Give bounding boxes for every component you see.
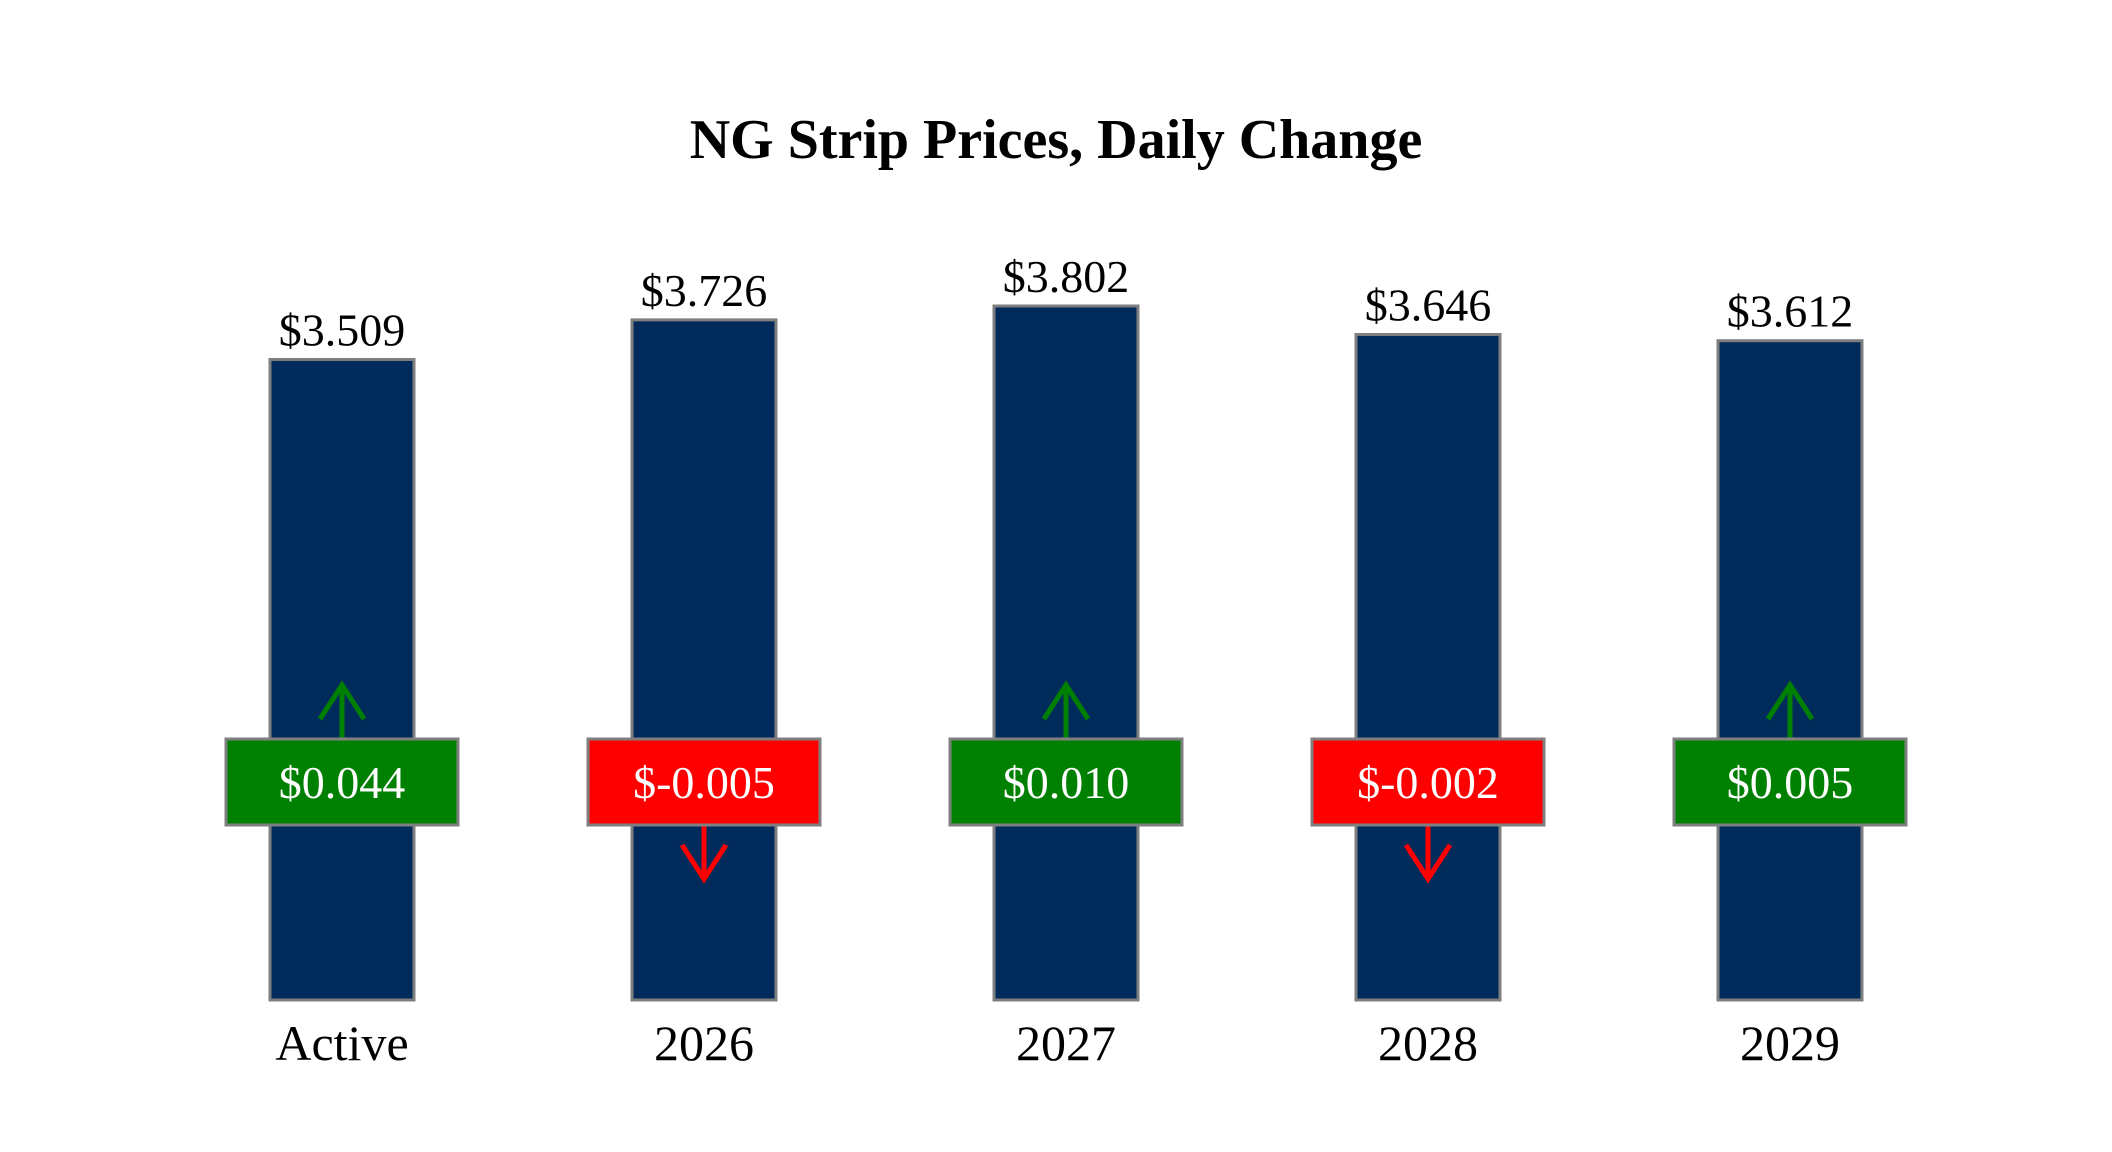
change-box-2027 <box>948 737 1184 827</box>
down-arrow-icon-2026 <box>679 825 729 884</box>
change-box-2029 <box>1672 737 1908 827</box>
change-label-2027: $0.010 <box>1003 757 1130 808</box>
change-label-2028: $-0.002 <box>1357 757 1499 808</box>
bar-2026 <box>630 318 778 1002</box>
price-label-2029: $3.612 <box>1727 286 1854 337</box>
category-label-2027: 2027 <box>1016 1015 1116 1071</box>
up-arrow-icon-2029 <box>1765 680 1815 739</box>
bar-group-2028: $3.646 2028 $-0.002 <box>1310 279 1546 1071</box>
change-box-2026 <box>586 737 822 827</box>
category-label-active: Active <box>275 1015 408 1071</box>
bar-group-2027: $3.802 2027 $0.010 <box>948 251 1184 1071</box>
change-label-2026: $-0.005 <box>633 757 775 808</box>
change-label-active: $0.044 <box>279 757 406 808</box>
bars-layer: $3.509 Active $0.044 $3.726 2026 $-0.005 $3.80… <box>224 251 1908 1071</box>
category-label-2029: 2029 <box>1740 1015 1840 1071</box>
down-arrow-icon-2028 <box>1403 825 1453 884</box>
bar-group-active: $3.509 Active $0.044 <box>224 304 460 1071</box>
price-label-2026: $3.726 <box>641 265 768 316</box>
change-box-active <box>224 737 460 827</box>
up-arrow-icon-active <box>317 680 367 739</box>
change-box-2028 <box>1310 737 1546 827</box>
category-label-2028: 2028 <box>1378 1015 1478 1071</box>
bar-2027 <box>992 304 1140 1002</box>
bar-2028 <box>1354 332 1502 1002</box>
chart-title: NG Strip Prices, Daily Change <box>690 109 1423 171</box>
up-arrow-icon-2027 <box>1041 680 1091 739</box>
price-label-active: $3.509 <box>279 304 406 355</box>
change-label-2029: $0.005 <box>1727 757 1854 808</box>
bar-group-2026: $3.726 2026 $-0.005 <box>586 265 822 1071</box>
bar-2029 <box>1716 339 1864 1002</box>
price-label-2027: $3.802 <box>1003 251 1130 302</box>
bar-group-2029: $3.612 2029 $0.005 <box>1672 286 1908 1071</box>
category-label-2026: 2026 <box>654 1015 754 1071</box>
price-label-2028: $3.646 <box>1365 279 1492 330</box>
bar-active <box>268 357 416 1002</box>
